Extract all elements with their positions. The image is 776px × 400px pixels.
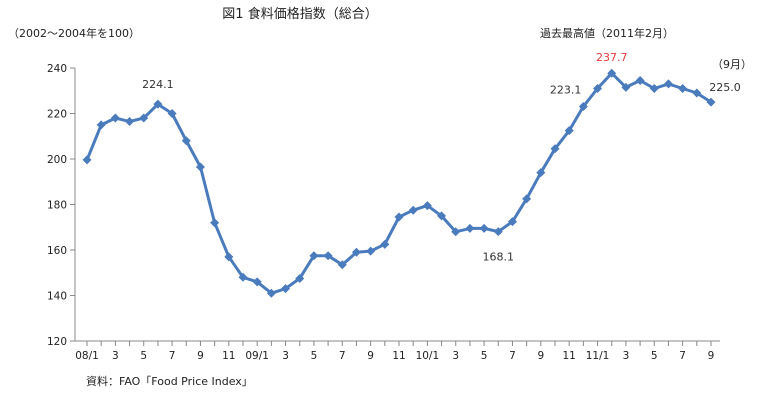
y-tick-label: 220 <box>47 109 67 121</box>
data-point <box>195 162 205 172</box>
data-label: 237.7 <box>596 51 628 64</box>
x-tick-label: 11 <box>222 350 235 362</box>
data-point <box>82 155 92 165</box>
x-tick-label: 7 <box>339 350 346 362</box>
x-tick-label: 7 <box>509 350 516 362</box>
x-tick-label: 7 <box>679 350 686 362</box>
x-tick-label: 09/1 <box>245 350 269 362</box>
x-tick-label: 11 <box>392 350 405 362</box>
data-point <box>635 76 645 86</box>
data-labels: 224.1 168.1 223.1 237.7 225.0 <box>142 51 741 263</box>
data-point <box>167 109 177 118</box>
data-point <box>252 277 262 287</box>
data-point <box>678 83 688 93</box>
data-point <box>692 88 702 98</box>
data-point <box>139 113 149 123</box>
data-label: 225.0 <box>709 81 741 94</box>
data-label: 168.1 <box>483 251 515 264</box>
data-point <box>96 120 106 130</box>
data-point <box>465 223 475 233</box>
source-label: 資料：FAO「Food Price Index」 <box>86 374 253 388</box>
data-point <box>649 83 659 93</box>
data-point <box>550 144 560 154</box>
data-point <box>281 284 291 294</box>
data-point <box>125 116 135 126</box>
y-tick-label: 160 <box>47 245 67 257</box>
series-group <box>82 68 716 298</box>
data-point <box>493 227 503 237</box>
data-point <box>394 212 404 222</box>
data-point <box>706 97 716 107</box>
data-point <box>224 252 234 262</box>
data-point <box>153 99 163 109</box>
data-point <box>607 68 617 78</box>
unit-label: （2002～2004年を100） <box>8 26 140 40</box>
x-tick-label: 3 <box>452 350 459 362</box>
data-point <box>507 217 517 227</box>
x-tick-label: 5 <box>651 350 658 362</box>
data-point <box>663 79 673 89</box>
data-point <box>110 113 120 123</box>
data-point <box>408 205 418 215</box>
data-point <box>266 288 276 298</box>
data-point <box>536 168 546 178</box>
data-point <box>210 218 220 228</box>
data-point <box>437 211 447 221</box>
x-tick-label: 3 <box>282 350 289 362</box>
y-tick-label: 200 <box>47 154 67 166</box>
data-point <box>422 201 432 211</box>
x-tick-label: 5 <box>311 350 318 362</box>
x-tick-label: 7 <box>169 350 176 362</box>
x-tick-label: 9 <box>197 350 204 362</box>
y-tick-label: 120 <box>47 336 67 348</box>
data-point <box>479 223 489 233</box>
x-tick-label: 11 <box>562 350 575 362</box>
series-line <box>85 71 712 295</box>
x-tick-label: 11/1 <box>586 350 610 362</box>
data-point <box>578 101 588 111</box>
peak-note: 過去最高値（2011年2月） <box>540 26 674 40</box>
x-tick-label: 10/1 <box>416 350 440 362</box>
data-point <box>451 227 461 237</box>
y-tick-label: 180 <box>47 200 67 212</box>
data-point <box>564 126 574 136</box>
data-point <box>238 272 248 282</box>
x-tick-label: 3 <box>112 350 119 362</box>
data-point <box>295 273 305 283</box>
data-point <box>593 83 603 93</box>
data-label: 223.1 <box>550 83 582 96</box>
data-point <box>522 194 532 204</box>
data-label: 224.1 <box>142 78 174 91</box>
x-tick-label: 5 <box>481 350 488 362</box>
data-point <box>323 251 333 261</box>
data-point <box>351 247 361 257</box>
x-tick-label: 9 <box>537 350 544 362</box>
y-tick-label: 140 <box>47 291 67 303</box>
chart-title: 図1 食料価格指数（総合） <box>222 6 377 22</box>
data-point <box>337 260 347 270</box>
x-tick-label: 9 <box>367 350 374 362</box>
x-tick-label: 08/1 <box>75 350 99 362</box>
y-tick-label: 240 <box>47 63 67 75</box>
data-point <box>380 239 390 249</box>
data-point <box>621 82 631 92</box>
data-point <box>309 251 319 261</box>
x-tick-label: 5 <box>140 350 147 362</box>
data-point <box>181 136 191 146</box>
x-tick-label: 9 <box>708 350 715 362</box>
axes: 120 140 160 180 200 220 240 08/1 3 5 7 9 11 09/1 3 5 7 9 1… <box>47 63 720 362</box>
x-tick-label: 3 <box>623 350 630 362</box>
last-month-note: （9月） <box>712 58 752 71</box>
data-point <box>366 246 376 256</box>
